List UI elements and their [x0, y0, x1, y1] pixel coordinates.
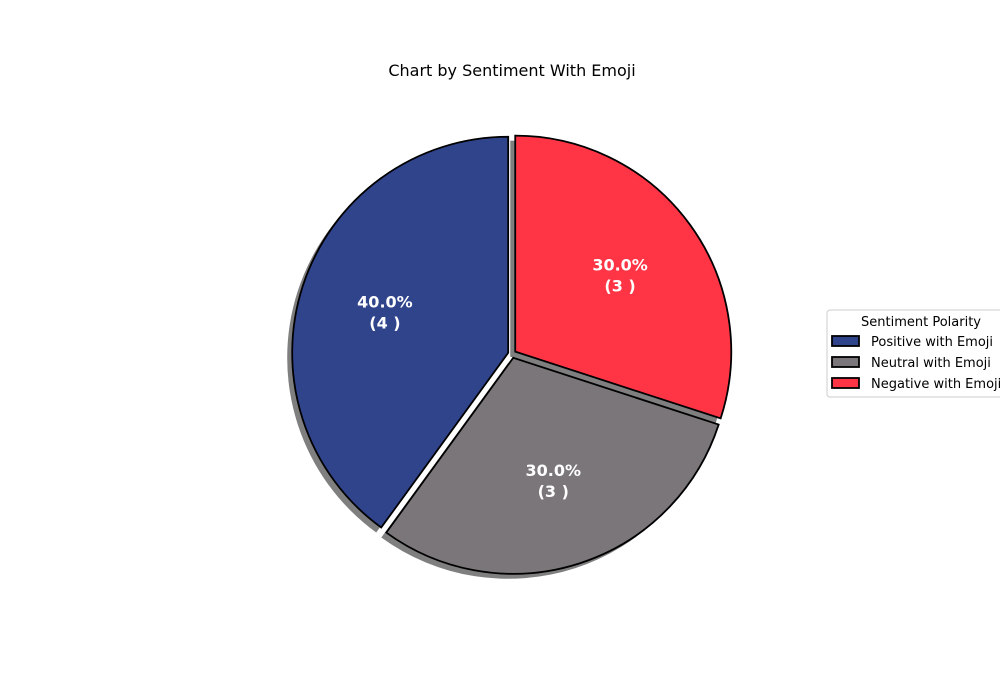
legend-label-negative-with-emoji: Negative with Emoji	[871, 377, 1000, 392]
legend-label-positive-with-emoji: Positive with Emoji	[871, 335, 993, 350]
pie-slices	[291, 134, 733, 575]
pie-slice-positive-with-emoji	[291, 135, 510, 529]
slice-percent-label: 40.0%	[357, 293, 413, 312]
slice-count-label: (3 )	[604, 276, 635, 295]
pie-slice-neutral-with-emoji	[385, 356, 720, 575]
chart-title: Chart by Sentiment With Emoji	[388, 61, 635, 80]
legend: Sentiment Polarity Positive with Emoji Ne…	[826, 309, 1000, 398]
slice-labels: 40.0% (4 ) 30.0% (3 ) 30.0% (3 )	[357, 255, 648, 501]
legend-swatch-neutral-with-emoji	[831, 356, 860, 368]
slice-count-label: (4 )	[369, 314, 400, 333]
legend-frame	[826, 309, 1000, 398]
pie-slice-negative-with-emoji	[514, 134, 733, 420]
slice-percent-label: 30.0%	[592, 255, 648, 274]
legend-title: Sentiment Polarity	[861, 315, 981, 330]
legend-label-neutral-with-emoji: Neutral with Emoji	[871, 356, 991, 371]
legend-swatch-negative-with-emoji	[831, 377, 860, 389]
legend-swatch-positive-with-emoji	[831, 335, 860, 347]
legend-items: Positive with Emoji Neutral with Emoji Neg…	[831, 335, 1000, 392]
slice-count-label: (3 )	[538, 482, 569, 501]
slice-percent-label: 30.0%	[526, 461, 582, 480]
